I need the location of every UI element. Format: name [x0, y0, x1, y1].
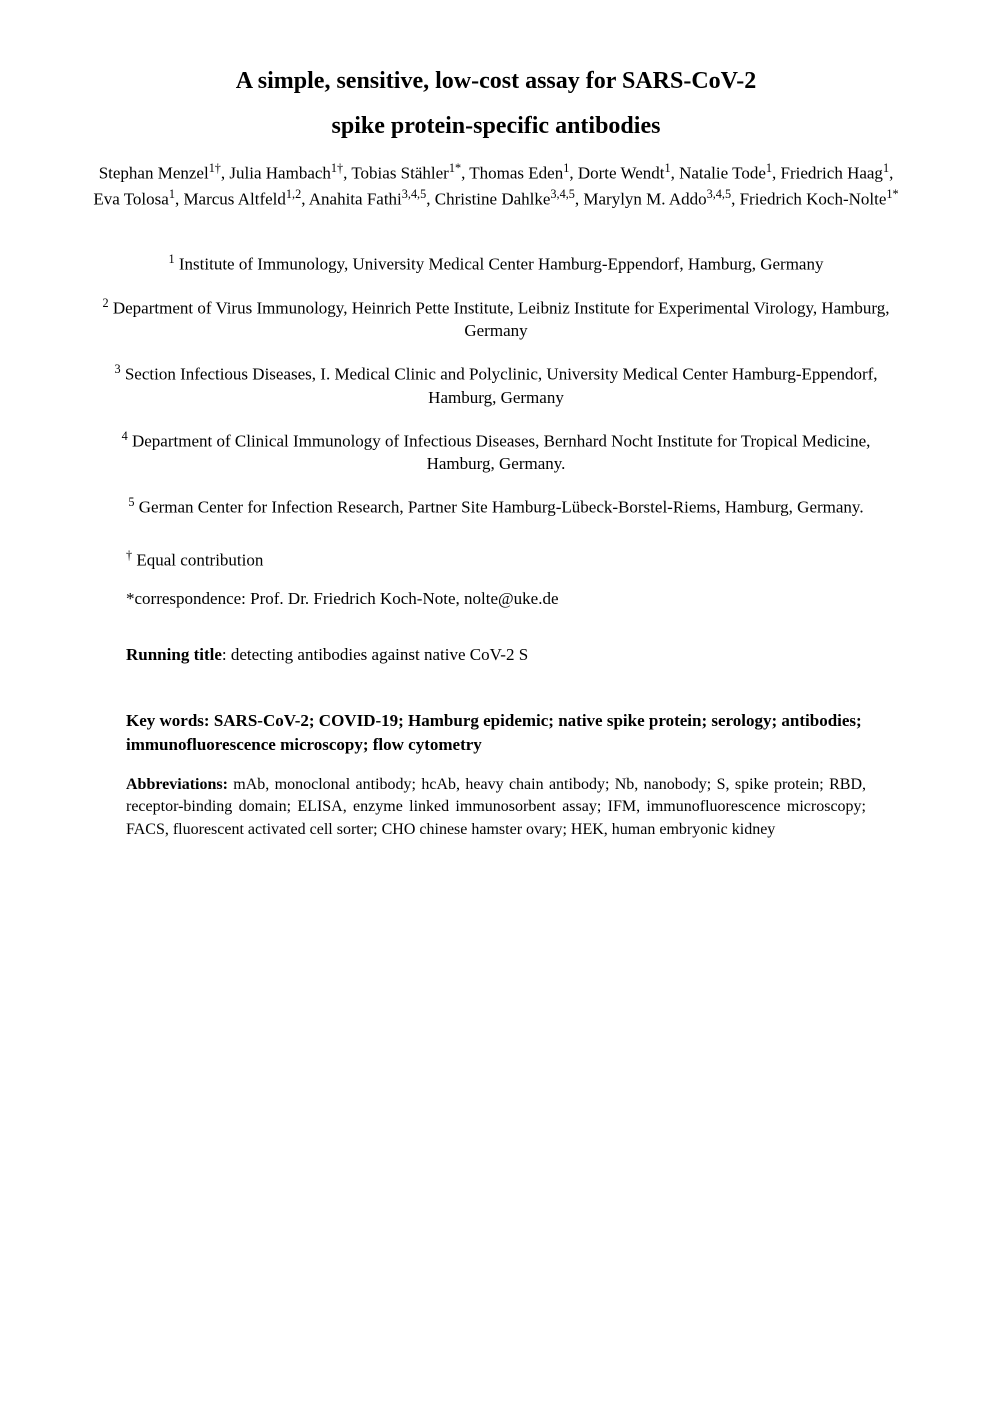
- affiliation-5: 5 German Center for Infection Research, …: [90, 494, 902, 520]
- affiliation-1: 1 Institute of Immunology, University Me…: [90, 251, 902, 277]
- correspondence-note: *correspondence: Prof. Dr. Friedrich Koc…: [90, 589, 902, 609]
- affiliation-2: 2 Department of Virus Immunology, Heinri…: [90, 295, 902, 344]
- abbreviations: Abbreviations: mAb, monoclonal antibody;…: [90, 774, 902, 841]
- affiliation-4: 4 Department of Clinical Immunology of I…: [90, 428, 902, 477]
- equal-contribution-note: † Equal contribution: [90, 548, 902, 571]
- paper-title-line2: spike protein-specific antibodies: [90, 113, 902, 140]
- affiliation-3: 3 Section Infectious Diseases, I. Medica…: [90, 361, 902, 410]
- running-title: Running title: detecting antibodies agai…: [90, 645, 902, 665]
- keywords: Key words: SARS-CoV-2; COVID-19; Hamburg…: [90, 709, 902, 758]
- paper-title-line1: A simple, sensitive, low-cost assay for …: [90, 68, 902, 95]
- authors-list: Stephan Menzel1†, Julia Hambach1†, Tobia…: [90, 160, 902, 211]
